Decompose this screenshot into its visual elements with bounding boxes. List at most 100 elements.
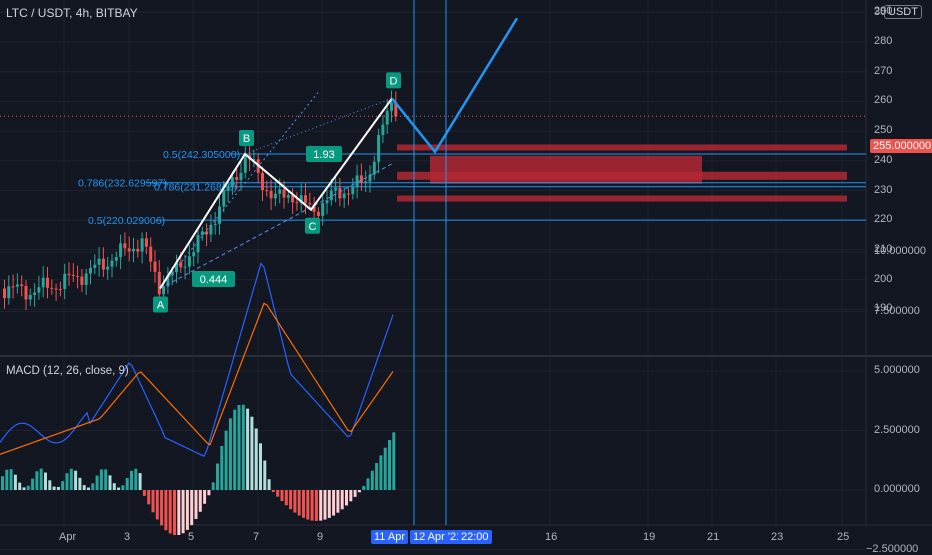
macd-histogram-bar xyxy=(336,490,340,513)
macd-histogram-bar xyxy=(289,490,293,510)
candle-body xyxy=(24,286,28,300)
candle-body xyxy=(282,189,286,198)
candle-body xyxy=(33,292,37,295)
candle-body xyxy=(170,272,174,276)
macd-title: MACD (12, 26, close, 9) xyxy=(6,365,129,377)
price-tick-label: 190 xyxy=(874,302,893,315)
candle-body xyxy=(93,264,97,268)
candle-body xyxy=(187,256,191,267)
macd-histogram-bar xyxy=(327,490,331,518)
price-tick-label: 220 xyxy=(874,213,893,226)
cursor-date-main: 12 Apr '21 xyxy=(410,530,466,544)
candle-body xyxy=(153,261,157,272)
macd-histogram-bar xyxy=(319,490,323,521)
candle-body xyxy=(342,193,346,199)
candle-body xyxy=(76,275,80,277)
macd-histogram-bar xyxy=(61,481,65,490)
macd-histogram-bar xyxy=(48,480,52,490)
candle-body xyxy=(235,177,239,180)
label-badge xyxy=(386,72,401,89)
candle-body xyxy=(175,261,178,273)
symbol-title: LTC / USDT, 4h, BITBAY xyxy=(6,6,138,20)
candle-body xyxy=(71,274,75,276)
time-tick-label: 19 xyxy=(643,531,656,543)
macd-histogram-bar xyxy=(117,487,121,490)
candle-body xyxy=(183,266,187,268)
time-tick-label: 23 xyxy=(771,531,784,543)
candle-body xyxy=(101,258,105,270)
candle-body xyxy=(355,175,359,187)
candle-body xyxy=(119,243,123,258)
candle-body xyxy=(149,246,153,262)
candle-body xyxy=(359,175,363,183)
candle-body xyxy=(54,288,58,290)
candle-body xyxy=(222,190,226,207)
candle-body xyxy=(166,275,170,287)
candle-body xyxy=(394,102,398,117)
macd-histogram-bar xyxy=(345,490,348,506)
macd-histogram-bar xyxy=(228,418,232,490)
macd-histogram-bar xyxy=(259,443,262,490)
candle-body xyxy=(390,102,393,111)
time-tick-label: 5 xyxy=(188,531,195,543)
macd-histogram-bar xyxy=(379,455,383,490)
macd-histogram-bar xyxy=(349,490,353,502)
macd-tick-label: 10.000000 xyxy=(874,245,926,257)
macd-histogram-bar xyxy=(134,468,138,490)
candle-body xyxy=(316,211,320,216)
candle-body xyxy=(192,252,196,257)
candle-body xyxy=(80,276,84,285)
macd-histogram-bar xyxy=(293,490,297,513)
macd-histogram-bar xyxy=(207,490,211,496)
zone-bar-1 xyxy=(397,144,847,151)
fib-label: 0.786(232.629597) xyxy=(78,178,167,190)
macd-histogram-bar xyxy=(284,490,288,506)
pattern-label: C xyxy=(309,221,317,233)
candle-body xyxy=(347,193,350,195)
macd-histogram-bar xyxy=(121,485,125,490)
macd-histogram-bar xyxy=(370,470,374,490)
macd-histogram-bar xyxy=(31,478,35,490)
price-tick-label: 290 xyxy=(874,5,893,18)
candle-body xyxy=(377,135,381,162)
macd-histogram-bar xyxy=(276,490,280,497)
macd-histogram-bar xyxy=(332,490,336,516)
price-axis-top-tick: 30 xyxy=(874,6,887,18)
macd-tick-label: −2.500000 xyxy=(866,542,919,555)
candle-body xyxy=(97,258,101,265)
macd-histogram-bar xyxy=(314,490,318,521)
macd-tick-label: 5.000000 xyxy=(874,364,920,376)
macd-histogram-bar xyxy=(125,478,129,490)
macd-histogram-bar xyxy=(142,490,146,496)
macd-histogram-bar xyxy=(383,447,387,490)
candle-body xyxy=(41,277,45,288)
macd-histogram-bar xyxy=(375,463,379,490)
macd-histogram-bar xyxy=(91,483,95,490)
label-badge xyxy=(239,129,254,146)
macd-histogram-bar xyxy=(56,486,60,490)
candles xyxy=(3,90,398,311)
macd-histogram-bar xyxy=(130,470,133,490)
candle-body xyxy=(110,260,114,267)
macd-histogram-bar xyxy=(168,490,172,534)
signal-line xyxy=(0,302,394,455)
macd-histogram-bar xyxy=(22,487,26,490)
candle-body xyxy=(11,286,15,288)
candle-body xyxy=(136,248,140,252)
candle-body xyxy=(338,187,342,199)
macd-histogram-bar xyxy=(1,476,4,490)
candle-body xyxy=(89,267,92,274)
crosshair xyxy=(413,0,447,525)
candle-body xyxy=(286,195,290,198)
macd-tick-label: 0.000000 xyxy=(874,483,920,495)
macd-histogram-bar xyxy=(95,475,99,490)
candle-body xyxy=(84,273,88,285)
candle-body xyxy=(144,238,148,247)
candle-body xyxy=(7,286,11,299)
candle-body xyxy=(261,172,264,191)
macd-pane xyxy=(0,262,396,536)
candle-body xyxy=(157,271,161,295)
currency-button[interactable]: USDT xyxy=(884,5,922,19)
